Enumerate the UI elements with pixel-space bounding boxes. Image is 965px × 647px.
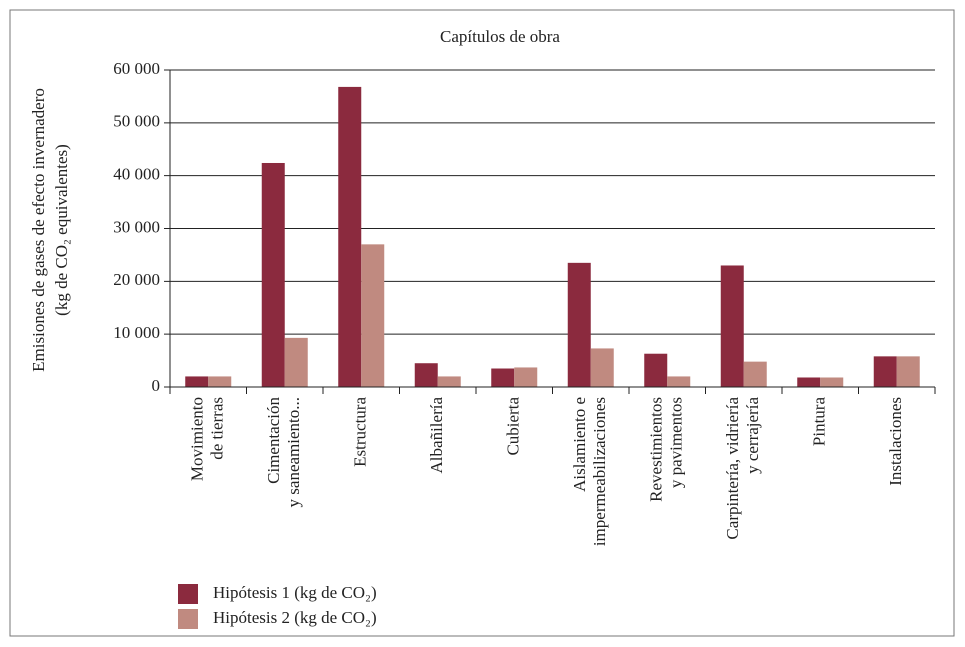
legend-swatch: [178, 584, 198, 604]
x-tick-label: Estructura: [350, 397, 369, 467]
x-tick-label: Cubierta: [503, 397, 522, 456]
x-tick-label-line: Pintura: [809, 397, 828, 447]
bar: [414, 363, 438, 387]
bar: [208, 376, 232, 387]
bar: [743, 361, 767, 387]
y-tick-label: 20 000: [113, 270, 160, 289]
legend-swatch: [178, 609, 198, 629]
bar: [896, 356, 920, 387]
x-tick-label: Cimentacióny saneamiento...: [264, 397, 303, 508]
bar: [873, 356, 897, 387]
bar: [185, 376, 209, 387]
x-tick-label: Instalaciones: [886, 397, 905, 486]
x-tick-label-line: impermeabilizaciones: [590, 397, 609, 546]
bar: [514, 367, 538, 387]
x-tick-label-line: Revestimientos: [646, 397, 665, 502]
y-axis-label: Emisiones de gases de efecto invernadero: [29, 88, 48, 372]
y-tick-label: 30 000: [113, 217, 160, 236]
x-tick-label: Albañilería: [427, 397, 446, 474]
bar: [797, 377, 821, 387]
x-tick-label-line: y cerrajería: [743, 397, 762, 474]
x-tick-label-line: Cubierta: [503, 397, 522, 456]
y-tick-label: 50 000: [113, 112, 160, 131]
bar: [338, 86, 362, 387]
bar: [261, 162, 285, 387]
x-tick-label: Carpintería, vidrieríay cerrajería: [723, 397, 762, 540]
bar: [820, 377, 844, 387]
y-tick-label: 10 000: [113, 323, 160, 342]
legend-label: Hipótesis 1 (kg de CO₂): [213, 583, 377, 602]
x-tick-label-line: Aislamiento e: [570, 397, 589, 492]
bar: [567, 262, 591, 387]
bar: [361, 244, 385, 387]
x-tick-label: Movimientode tierras: [187, 397, 226, 481]
x-tick-label-line: Carpintería, vidriería: [723, 397, 742, 540]
y-axis-label: (kg de CO₂ equivalentes): [52, 144, 71, 316]
x-tick-label: Revestimientosy pavimentos: [646, 397, 685, 502]
legend-label: Hipótesis 2 (kg de CO₂): [213, 608, 377, 627]
x-tick-label-line: Estructura: [350, 397, 369, 467]
y-tick-label: 40 000: [113, 165, 160, 184]
y-tick-label: 60 000: [113, 59, 160, 78]
x-tick-label-line: Movimiento: [187, 397, 206, 481]
x-tick-label-line: Albañilería: [427, 397, 446, 474]
bar: [437, 376, 461, 387]
x-tick-label: Aislamiento eimpermeabilizaciones: [570, 397, 609, 546]
x-tick-label-line: de tierras: [207, 397, 226, 460]
bar: [491, 368, 515, 387]
y-tick-label: 0: [152, 376, 161, 395]
bar: [720, 265, 744, 387]
bar: [590, 348, 614, 387]
bar: [667, 376, 691, 387]
bar: [644, 353, 668, 387]
bar: [284, 337, 308, 387]
x-tick-label-line: Cimentación: [264, 397, 283, 484]
frame: [9, 9, 955, 637]
x-tick-label-line: y saneamiento...: [284, 397, 303, 507]
chart-title: Capítulos de obra: [440, 27, 560, 46]
x-tick-label-line: y pavimentos: [666, 397, 685, 488]
x-tick-label-line: Instalaciones: [886, 397, 905, 486]
x-tick-label: Pintura: [809, 397, 828, 447]
